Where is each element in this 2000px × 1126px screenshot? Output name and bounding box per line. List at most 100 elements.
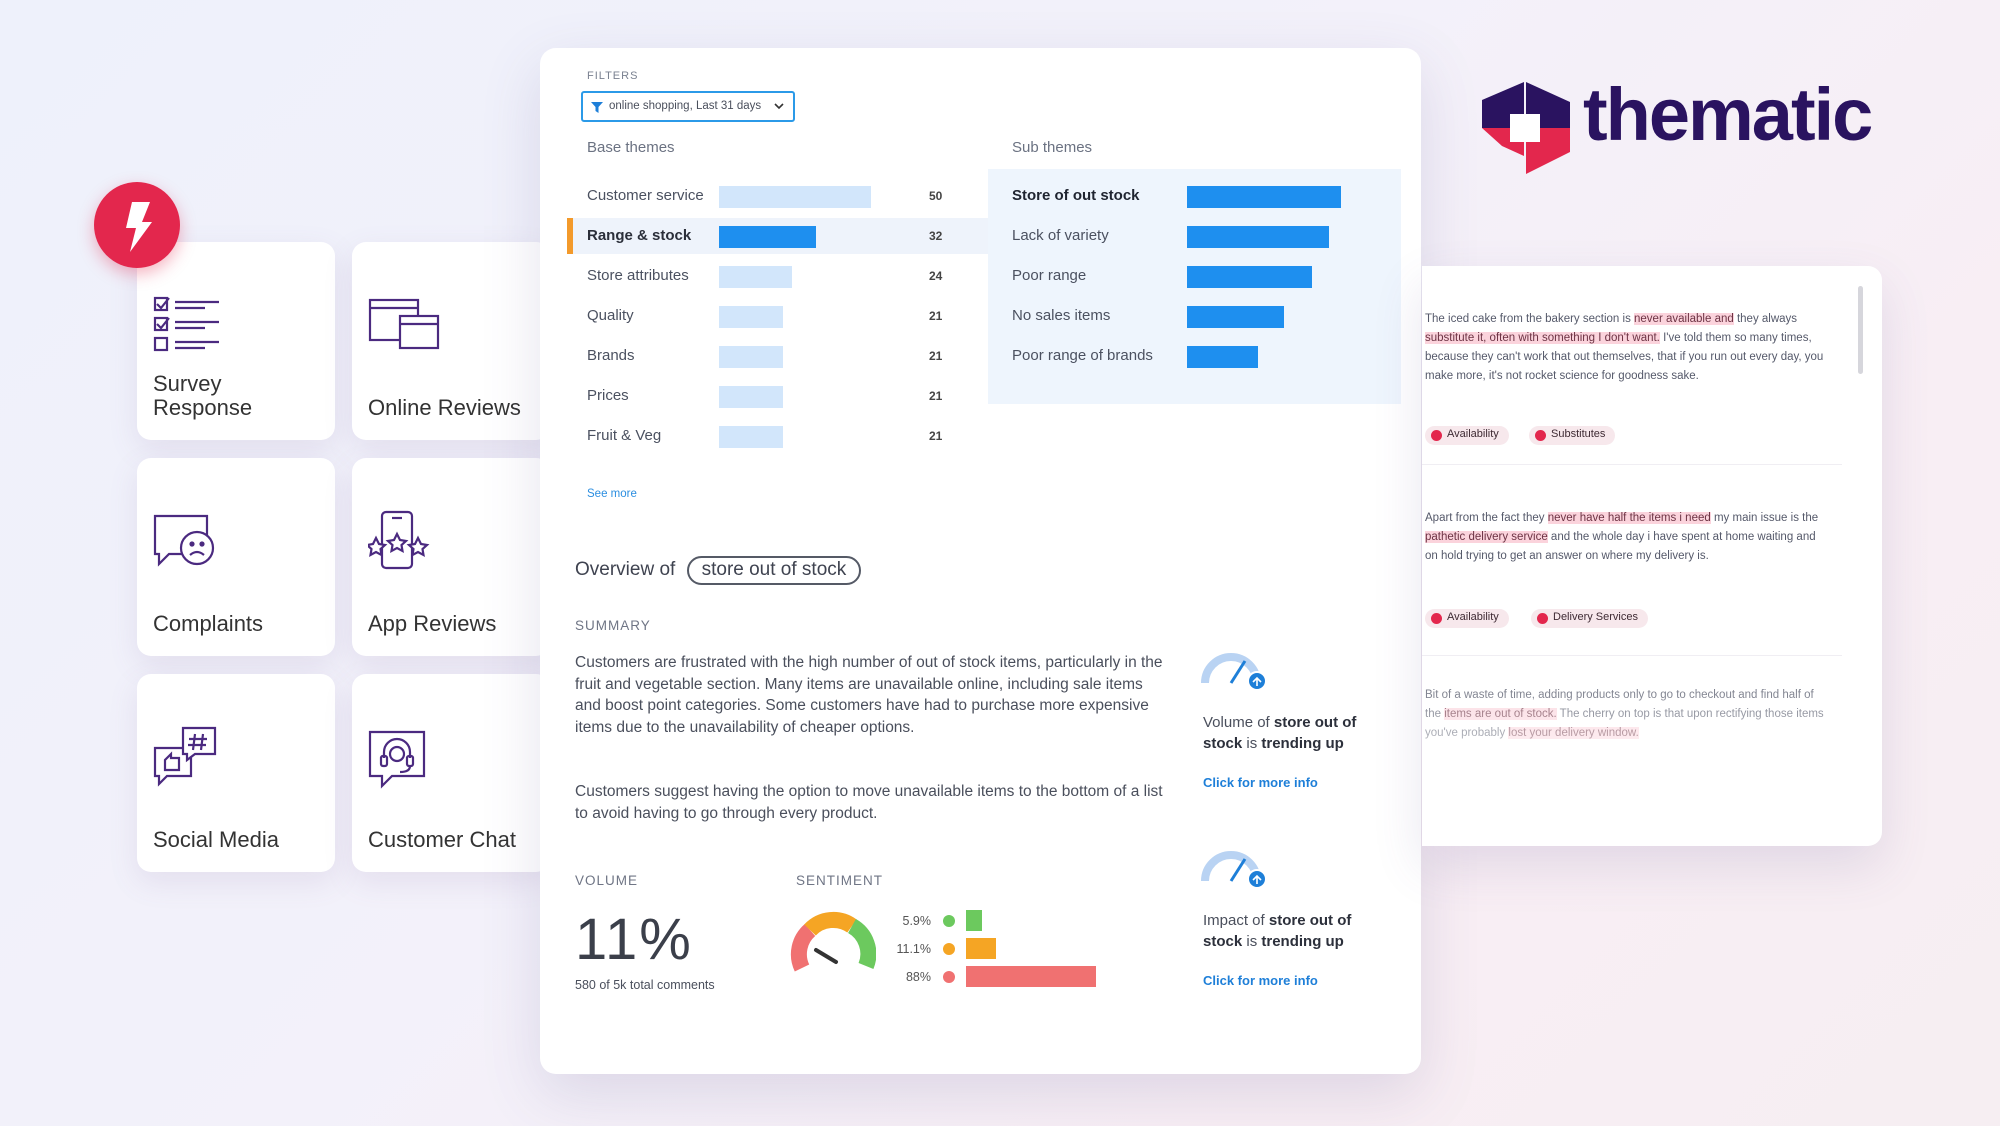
negative-face-icon <box>943 971 955 983</box>
theme-name: Brands <box>587 347 635 364</box>
trending-up-gauge-icon <box>1201 851 1267 889</box>
sub-theme-name: Poor range <box>1012 267 1087 284</box>
filter-dropdown[interactable]: online shopping, Last 31 days <box>581 91 795 122</box>
source-tile-complaints[interactable]: Complaints <box>137 458 335 656</box>
tag-label: Substitutes <box>1551 428 1606 440</box>
sub-theme-row[interactable]: Poor range of brands <box>988 338 1401 374</box>
overview-heading: Overview of store out of stock <box>575 556 862 585</box>
thematic-logo-mark <box>1482 82 1570 174</box>
source-tile-online-reviews[interactable]: Online Reviews <box>352 242 550 440</box>
trend-topic: store out of stock <box>1203 714 1357 752</box>
sub-theme-volume-bar <box>1187 306 1285 328</box>
tag-dot-icon <box>1431 430 1442 441</box>
theme-volume-bar <box>719 186 871 208</box>
theme-name: Prices <box>587 387 629 404</box>
lightning-bolt-icon <box>126 202 152 252</box>
review-phrase: The iced cake from the bakery section is <box>1425 313 1635 325</box>
survey-checklist-icon <box>153 296 219 352</box>
source-tile-customer-chat[interactable]: Customer Chat <box>352 674 550 872</box>
theme-volume-bar <box>719 386 783 408</box>
theme-volume-bar <box>719 426 783 448</box>
sub-theme-volume-bar <box>1187 186 1341 208</box>
trend-prefix: Volume of <box>1203 714 1274 731</box>
brand-wordmark: thematic <box>1583 73 1873 156</box>
volume-percentage: 11% <box>575 907 693 972</box>
sentiment-bar <box>966 910 982 931</box>
sub-themes-title: Sub themes <box>1012 139 1093 156</box>
app-reviews-phone-stars-icon <box>368 510 430 570</box>
theme-volume-bar <box>719 226 817 248</box>
source-label: Complaints <box>153 611 264 636</box>
sentiment-percentage: 88% <box>905 970 931 984</box>
theme-tag[interactable]: Availability <box>1425 609 1509 628</box>
review-comments-card: The iced cake from the bakery section is… <box>1422 266 1882 846</box>
theme-count: 21 <box>929 389 943 403</box>
source-tile-app-reviews[interactable]: App Reviews <box>352 458 550 656</box>
theme-count: 32 <box>929 229 943 243</box>
theme-tag[interactable]: Availability <box>1425 426 1509 445</box>
summary-label: SUMMARY <box>575 618 651 633</box>
summary-paragraph-1: Customers are frustrated with the high n… <box>575 654 1163 736</box>
theme-tag[interactable]: Substitutes <box>1529 426 1616 445</box>
review-phrase: they always <box>1733 313 1798 325</box>
sentiment-bar <box>966 938 996 959</box>
volume-label: VOLUME <box>575 873 639 888</box>
neutral-face-icon <box>943 943 955 955</box>
theme-dashboard-card: FILTERS online shopping, Last 31 days Ba… <box>540 48 1421 1074</box>
theme-tag[interactable]: Delivery Services <box>1531 609 1648 628</box>
theme-volume-bar <box>719 306 783 328</box>
theme-count: 21 <box>929 349 943 363</box>
summary-paragraph-2: Customers suggest having the option to m… <box>575 783 1163 822</box>
base-theme-row[interactable]: Customer service 50 <box>568 178 994 214</box>
theme-name: Range & stock <box>587 227 692 244</box>
sub-theme-row[interactable]: Poor range <box>988 258 1401 294</box>
sub-theme-row[interactable]: No sales items <box>988 298 1401 334</box>
volume-trend-text: Volume of store out of stock is trending… <box>1203 712 1393 754</box>
filter-funnel-icon <box>591 102 603 113</box>
trend-topic: store out of stock <box>1203 912 1352 950</box>
filter-value: online shopping, Last 31 days <box>609 100 762 112</box>
base-theme-row-selected[interactable]: Range & stock 32 <box>567 218 994 254</box>
sub-theme-volume-bar <box>1187 226 1329 248</box>
trend-mid: is <box>1242 933 1262 950</box>
see-more-link[interactable]: See more <box>587 488 637 500</box>
base-theme-row[interactable]: Quality 21 <box>568 298 994 334</box>
customer-chat-headset-icon <box>368 730 426 789</box>
review-comment: The iced cake from the bakery section is… <box>1422 280 1842 465</box>
review-phrase: my main issue is the <box>1710 512 1819 524</box>
overview-prefix: Overview of <box>575 559 676 580</box>
sub-theme-row-selected[interactable]: Store of out stock <box>988 178 1401 214</box>
tag-dot-icon <box>1535 430 1546 441</box>
tag-label: Delivery Services <box>1553 611 1638 623</box>
source-label: Survey Response <box>153 371 253 420</box>
theme-count: 50 <box>929 189 943 203</box>
sub-theme-row[interactable]: Lack of variety <box>988 218 1401 254</box>
sentiment-percentage: 11.1% <box>896 942 931 956</box>
theme-volume-bar <box>719 266 792 288</box>
base-theme-row[interactable]: Brands 21 <box>568 338 994 374</box>
tag-label: Availability <box>1447 611 1499 623</box>
tag-dot-icon <box>1537 613 1548 624</box>
theme-name: Customer service <box>587 187 704 204</box>
trend-direction: trending up <box>1261 735 1344 752</box>
impact-trend-info-link[interactable]: Click for more info <box>1203 973 1318 988</box>
source-tile-survey-response[interactable]: Survey Response <box>137 242 335 440</box>
highlighted-phrase: substitute it, often with something I do… <box>1425 332 1660 344</box>
base-theme-row[interactable]: Fruit & Veg 21 <box>568 418 994 454</box>
sentiment-bar <box>966 966 1097 987</box>
base-theme-row[interactable]: Store attributes 24 <box>568 258 994 294</box>
highlighted-phrase: never available and <box>1634 313 1734 325</box>
source-tile-social-media[interactable]: Social Media <box>137 674 335 872</box>
review-comment: Apart from the fact they never have half… <box>1422 476 1842 656</box>
sub-theme-volume-bar <box>1187 266 1312 288</box>
sentiment-percentage: 5.9% <box>902 914 932 928</box>
sub-theme-name: Store of out stock <box>1012 187 1140 204</box>
filters-label: FILTERS <box>587 70 639 82</box>
selected-indicator <box>567 218 573 254</box>
base-theme-row[interactable]: Prices 21 <box>568 378 994 414</box>
volume-trend-info-link[interactable]: Click for more info <box>1203 775 1318 790</box>
overview-topic-pill[interactable]: store out of stock <box>686 556 862 585</box>
sentiment-row-neutral: 11.1% <box>883 938 1113 960</box>
fade-overlay <box>1422 668 1852 846</box>
scrollbar[interactable] <box>1858 286 1863 374</box>
